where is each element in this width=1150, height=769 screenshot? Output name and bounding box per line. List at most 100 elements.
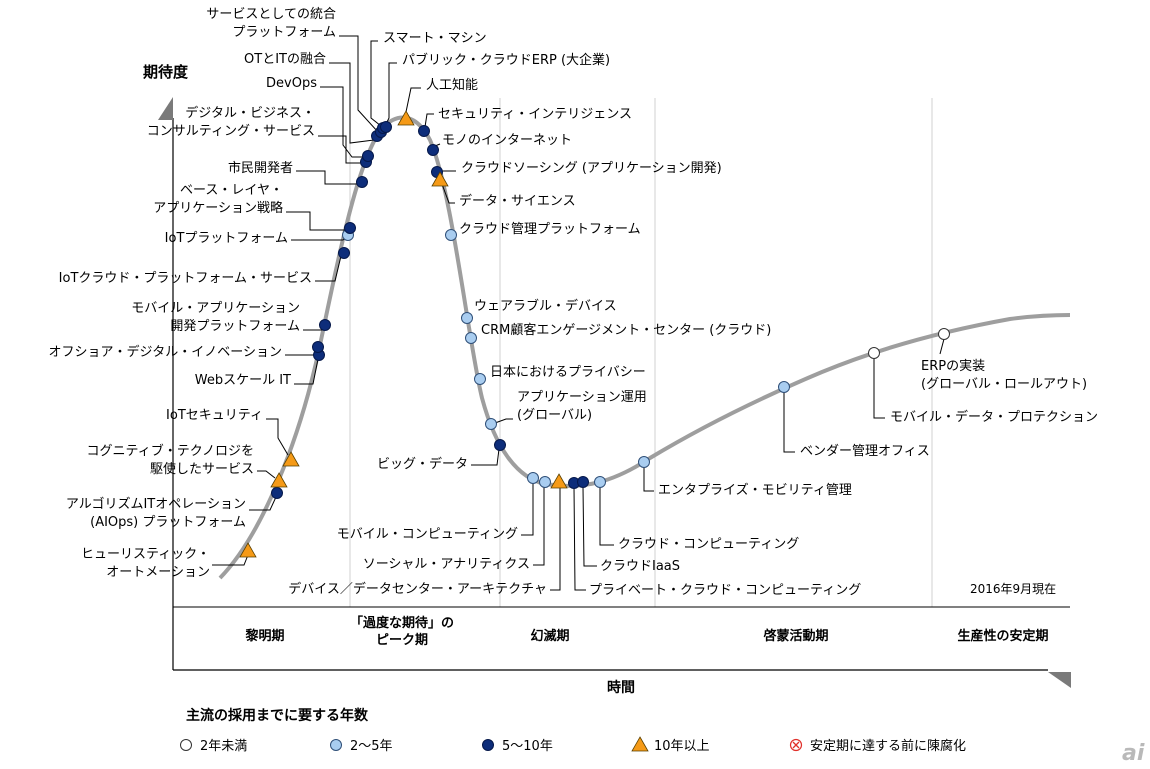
point-9-leader	[291, 236, 348, 241]
point-36-leader	[783, 392, 795, 453]
point-18-leader	[405, 87, 421, 113]
point-16-leader	[370, 40, 382, 127]
point-37-marker	[868, 347, 880, 359]
point-18-marker	[397, 110, 415, 126]
point-17-leader	[385, 62, 397, 125]
point-18-label: 人工知能	[426, 77, 478, 93]
point-3-label: コグニティブ・テクノロジを駆使したサービス	[87, 443, 254, 477]
point-10-leader	[286, 211, 346, 231]
legend-label-lt2: 2年未満	[200, 739, 247, 754]
legend-symbol-lt2-icon	[180, 739, 192, 751]
point-32-leader	[573, 486, 586, 591]
point-11-marker	[356, 176, 368, 188]
leader-lines	[212, 35, 945, 591]
point-22-marker	[431, 171, 449, 187]
point-25-marker	[465, 332, 477, 344]
point-24-label: ウェアラブル・デバイス	[474, 298, 617, 314]
point-34-label: クラウド・コンピューティング	[618, 537, 799, 552]
point-35-label: エンタプライズ・モビリティ管理	[658, 482, 852, 498]
point-38-leader	[939, 338, 945, 355]
point-11-label: 市民開発者	[228, 160, 293, 176]
point-22-leader	[441, 183, 455, 204]
point-20-label: モノのインターネット	[442, 133, 572, 148]
date-note: 2016年9月現在	[970, 582, 1056, 596]
x-axis-label: 時間	[607, 679, 635, 696]
phase-label-5: 生産性の安定期	[957, 628, 1048, 644]
point-1-marker	[239, 542, 257, 558]
point-29-leader	[521, 482, 534, 536]
point-32-label: プライベート・クラウド・コンピューティング	[589, 583, 861, 598]
point-22-label: データ・サイエンス	[459, 193, 576, 209]
point-23-label: クラウド管理プラットフォーム	[459, 222, 641, 237]
point-10-marker	[344, 222, 356, 234]
point-4-leader	[266, 418, 289, 456]
point-28-leader	[471, 448, 500, 466]
point-8-leader	[315, 255, 342, 282]
point-6-label: オフショア・デジタル・イノベーション	[49, 344, 282, 360]
point-8-marker	[338, 247, 350, 259]
point-31-label: デバイス／データセンター・アーキテクチャ	[288, 581, 547, 597]
phase-label-2: 「過度な期待」のピーク期	[350, 615, 454, 648]
point-33-leader	[582, 486, 597, 567]
point-16-label: スマート・マシン	[383, 31, 487, 46]
chart-axes	[158, 97, 1071, 688]
point-27-label: アプリケーション運用(グローバル)	[517, 390, 647, 423]
point-37-label: モバイル・データ・プロテクション	[890, 409, 1098, 425]
point-labels: ヒューリスティック・オートメーション アルゴリズムITオペレーション(AIOps)…	[49, 7, 1099, 598]
point-3-marker	[270, 472, 288, 488]
phase-divider-lines	[349, 98, 933, 607]
point-38-label: ERPの実装(グローバル・ロールアウト)	[921, 358, 1087, 392]
point-23-marker	[445, 229, 457, 241]
point-19-marker	[418, 125, 430, 137]
point-35-leader	[643, 467, 654, 492]
point-17-label: パブリック・クラウドERP (大企業)	[402, 52, 610, 68]
point-12-leader	[318, 135, 362, 164]
point-15-label: サービスとしての統合プラットフォーム	[206, 7, 336, 40]
point-24-marker	[461, 312, 473, 324]
point-11-leader	[296, 170, 358, 185]
point-28-marker	[494, 439, 506, 451]
point-36-marker	[778, 381, 790, 393]
legend-symbol-gt10-icon	[631, 736, 649, 752]
phase-labels: 黎明期 「過度な期待」のピーク期 幻滅期 啓蒙活動期 生産性の安定期	[245, 615, 1048, 648]
legend-label-5to10: 5〜10年	[502, 739, 553, 754]
point-10-label: ベース・レイヤ・アプリケーション戦略	[153, 183, 283, 216]
point-28-label: ビッグ・データ	[377, 456, 468, 472]
point-2-label: アルゴリズムITオペレーション(AIOps) プラットフォーム	[66, 496, 246, 530]
point-1-leader	[212, 554, 249, 566]
legend-symbol-2to5-icon	[330, 739, 342, 751]
point-2-marker	[271, 487, 283, 499]
point-27-marker	[485, 418, 497, 430]
point-33-label: クラウドIaaS	[600, 559, 680, 574]
point-30-leader	[533, 486, 545, 566]
point-31-leader	[550, 488, 561, 591]
point-21-label: クラウドソーシング (アプリケーション開発)	[461, 161, 722, 176]
y-axis-arrow-icon	[158, 97, 173, 120]
point-4-label: IoTセキュリティ	[166, 408, 263, 423]
point-31-marker	[550, 473, 568, 489]
point-38-marker	[938, 328, 950, 340]
data-markers	[239, 110, 950, 558]
phase-label-4: 啓蒙活動期	[763, 628, 828, 644]
legend-symbol-obsolete-icon	[789, 738, 803, 752]
point-13-marker	[362, 150, 374, 162]
phase-label-3: 幻滅期	[530, 628, 569, 644]
point-12-label: デジタル・ビジネス・コンサルティング・サービス	[147, 105, 315, 139]
legend-title: 主流の採用までに要する年数	[186, 707, 369, 724]
point-29-marker	[527, 472, 539, 484]
point-15-leader	[339, 35, 379, 133]
point-13-label: DevOps	[266, 76, 317, 91]
point-27-leader	[494, 418, 513, 424]
point-13-leader	[320, 86, 364, 158]
point-6-marker	[312, 341, 324, 353]
point-36-label: ベンダー管理オフィス	[800, 444, 930, 459]
watermark: ai	[1122, 741, 1145, 766]
point-2-leader	[249, 496, 277, 511]
point-20-marker	[427, 144, 439, 156]
point-30-label: ソーシャル・アナリティクス	[363, 557, 530, 572]
legend-symbol-5to10-icon	[482, 739, 494, 751]
hype-curve	[218, 115, 1071, 580]
point-1-label: ヒューリスティック・オートメーション	[81, 547, 210, 580]
point-26-marker	[474, 373, 486, 385]
